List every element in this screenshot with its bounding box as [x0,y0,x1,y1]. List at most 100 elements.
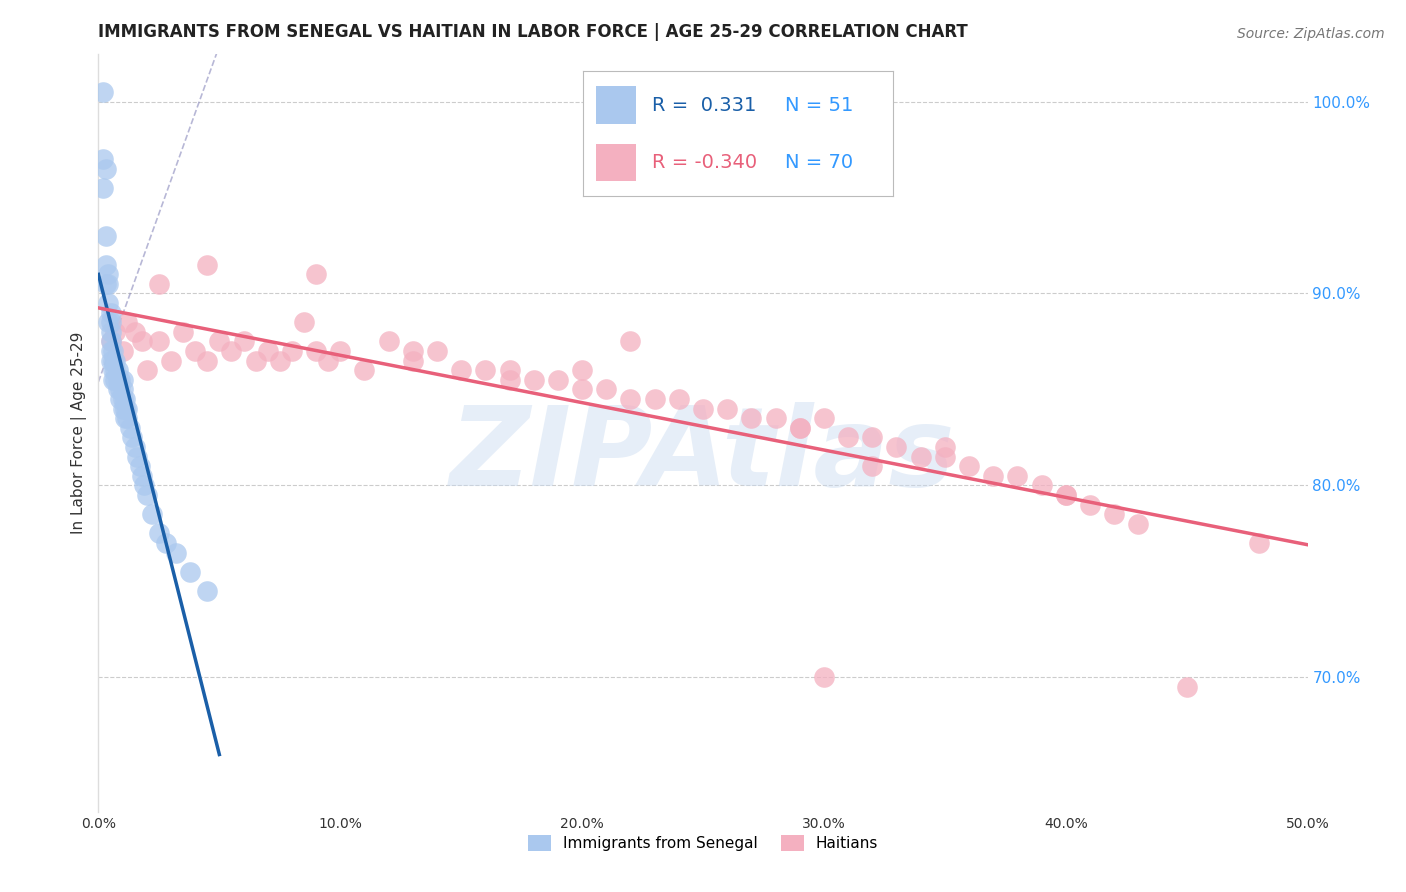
Point [104,353,127,368]
Text: R = -0.340: R = -0.340 [651,153,756,172]
Point [124,440,146,454]
Text: Source: ZipAtlas.com: Source: ZipAtlas.com [1237,27,1385,41]
Text: IMMIGRANTS FROM SENEGAL VS HAITIAN IN LABOR FORCE | AGE 25-29 CORRELATION CHART: IMMIGRANTS FROM SENEGAL VS HAITIAN IN LA… [98,23,969,41]
Bar [596,87,636,124]
Point [1102,507,1125,521]
Point [134,478,156,492]
Point [101,373,124,387]
Point [837,430,859,444]
Text: N = 70: N = 70 [785,153,852,172]
Point [104,363,127,377]
Point [97,277,120,291]
Point [104,325,127,339]
Point [111,344,134,359]
Point [619,392,641,406]
Point [305,344,328,359]
Point [97,267,120,281]
Point [131,468,153,483]
Point [118,421,141,435]
Point [740,411,762,425]
Point [179,565,201,579]
Point [135,363,157,377]
Point [155,536,177,550]
Point [100,344,122,359]
Point [1078,498,1101,512]
Point [101,353,124,368]
Point [402,344,425,359]
Point [107,363,129,377]
Point [981,468,1004,483]
Point [91,85,114,99]
Point [256,344,278,359]
Point [114,411,136,425]
Point [789,421,811,435]
Point [619,334,641,349]
Point [94,161,117,176]
Point [148,526,170,541]
Point [498,363,520,377]
Point [100,334,122,349]
Point [571,363,593,377]
Point [148,334,170,349]
Point [117,401,139,416]
Point [111,373,134,387]
Point [232,334,254,349]
Point [547,373,569,387]
Point [107,383,129,397]
Text: R =  0.331: R = 0.331 [651,95,756,114]
Point [100,325,122,339]
Point [269,353,291,368]
Text: ZIPAtlas: ZIPAtlas [450,402,956,508]
Point [329,344,352,359]
Point [97,315,120,329]
Point [860,459,883,474]
Point [305,267,328,281]
Point [1031,478,1053,492]
Point [353,363,375,377]
Point [789,421,811,435]
Point [498,373,520,387]
Point [571,383,593,397]
Point [813,670,835,684]
Point [934,450,956,464]
Point [402,353,425,368]
Point [91,152,114,166]
Point [644,392,666,406]
Point [114,392,136,406]
Point [108,373,131,387]
Point [245,353,267,368]
Point [104,373,127,387]
Point [111,383,134,397]
Point [813,411,835,425]
Point [135,488,157,502]
Point [281,344,304,359]
Point [101,344,124,359]
Point [100,306,122,320]
Point [94,258,117,272]
Point [595,383,617,397]
Point [165,545,187,559]
Legend: Immigrants from Senegal, Haitians: Immigrants from Senegal, Haitians [522,829,884,857]
Point [316,353,339,368]
Point [910,450,932,464]
Point [765,411,787,425]
Point [957,459,980,474]
Point [1054,488,1077,502]
Point [160,353,183,368]
Text: N = 51: N = 51 [785,95,853,114]
Point [100,353,122,368]
Point [195,353,218,368]
Point [1054,488,1077,502]
Point [668,392,690,406]
Point [108,383,131,397]
Point [91,181,114,195]
Point [716,401,738,416]
Point [934,440,956,454]
Point [100,334,122,349]
Point [1128,516,1150,531]
Bar [596,144,636,181]
Point [97,296,120,310]
Point [121,430,143,444]
Point [886,440,908,454]
Point [184,344,207,359]
